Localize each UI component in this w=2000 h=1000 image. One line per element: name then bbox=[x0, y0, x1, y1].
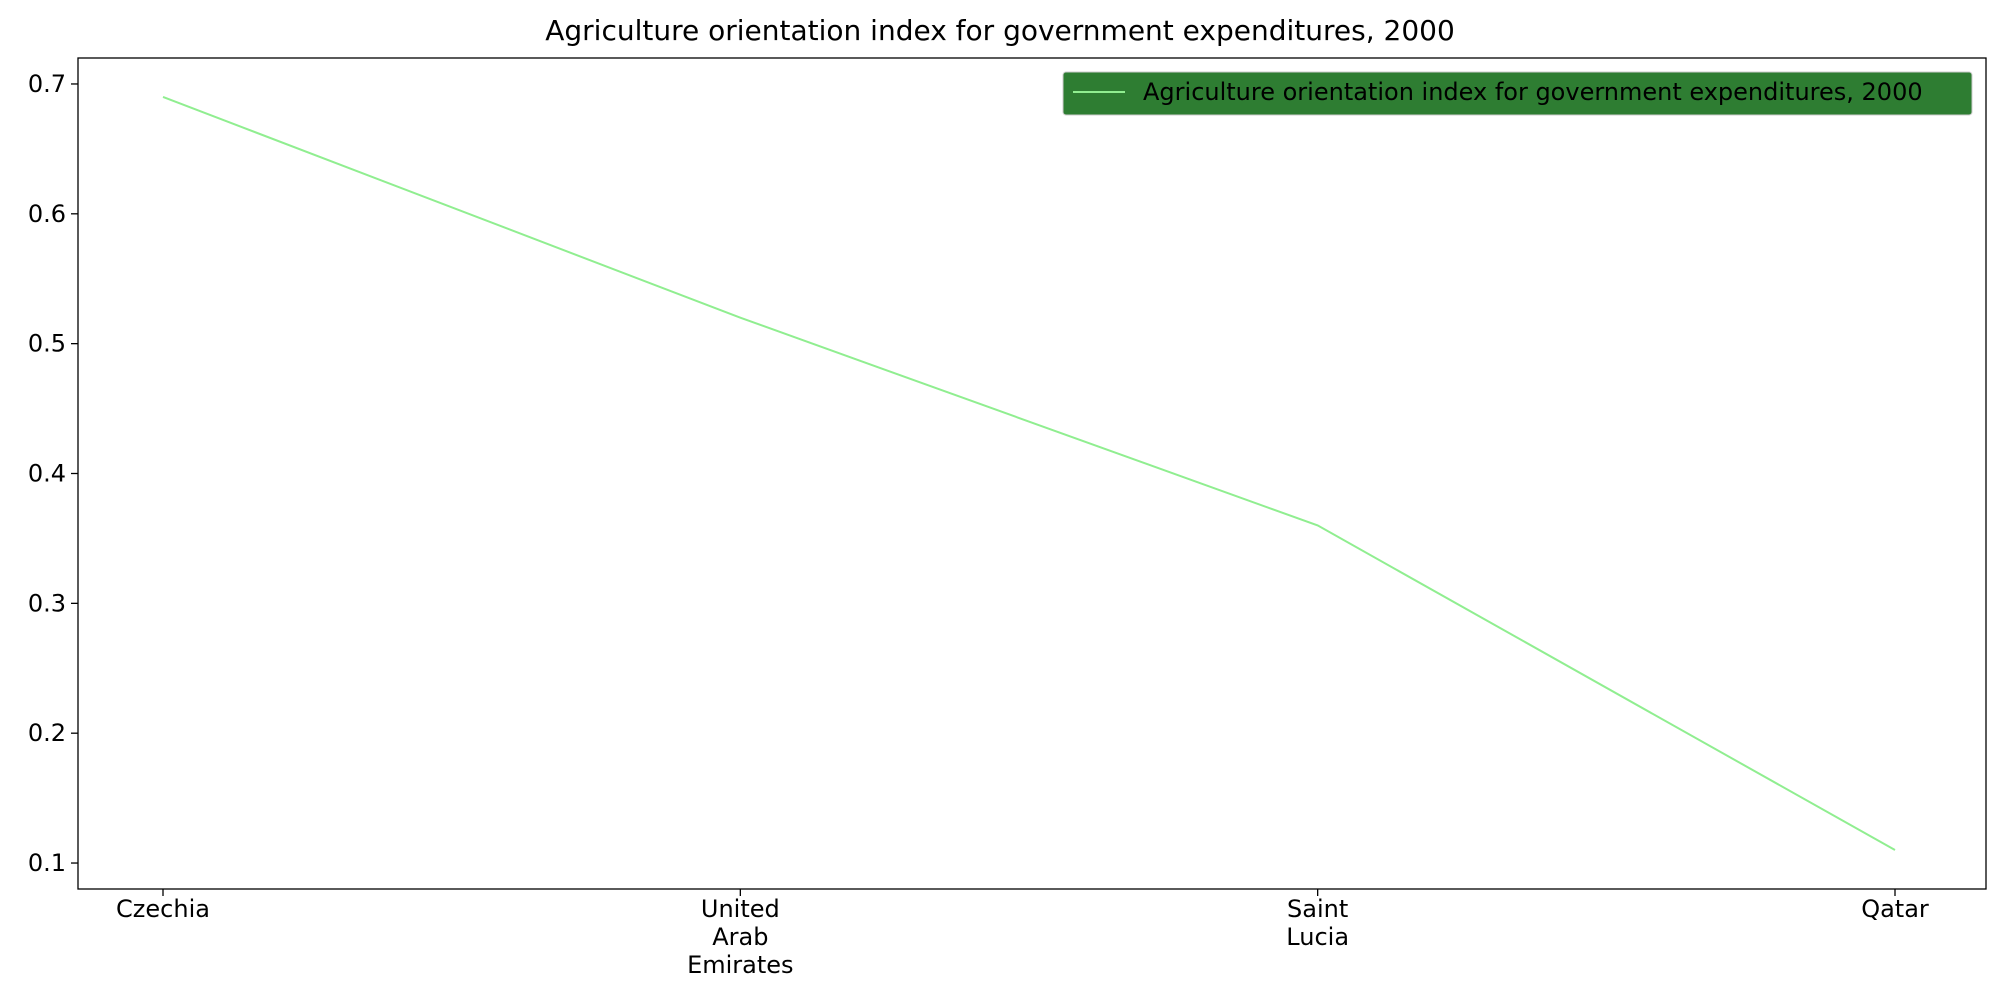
series-layer bbox=[162, 96, 1896, 851]
x-tick-label: Czechia bbox=[116, 895, 210, 923]
x-tick-label-line: Lucia bbox=[1286, 923, 1349, 951]
x-axis: Czechia United Arab Emirates Saint Lucia Qatar bbox=[116, 889, 1929, 979]
y-tick-label: 0.2 bbox=[28, 719, 66, 747]
legend-entry-label: Agriculture orientation index for govern… bbox=[1143, 78, 1923, 106]
y-tick-label: 0.4 bbox=[28, 460, 66, 488]
x-tick-label-line: Arab bbox=[712, 923, 768, 951]
y-tick-label: 0.1 bbox=[28, 849, 66, 877]
x-tick-label: Qatar bbox=[1861, 895, 1929, 923]
y-tick-label: 0.5 bbox=[28, 330, 66, 358]
y-tick-label: 0.7 bbox=[28, 70, 66, 98]
y-tick-label: 0.6 bbox=[28, 200, 66, 228]
chart-title: Agriculture orientation index for govern… bbox=[545, 14, 1455, 47]
x-tick-label-line: Emirates bbox=[687, 951, 793, 979]
y-axis: 0.1 0.2 0.3 0.4 0.5 0.6 0.7 bbox=[28, 70, 78, 877]
x-tick-label-line: Qatar bbox=[1861, 895, 1929, 923]
plot-area bbox=[77, 57, 1987, 890]
legend-box bbox=[1062, 71, 1973, 116]
y-tick-label: 0.3 bbox=[28, 589, 66, 617]
x-tick-label-line: Saint bbox=[1287, 895, 1348, 923]
x-tick-label-line: United bbox=[701, 895, 780, 923]
x-tick-label: United Arab Emirates bbox=[687, 895, 793, 979]
legend: Agriculture orientation index for govern… bbox=[1062, 71, 1973, 116]
x-tick-label: Saint Lucia bbox=[1286, 895, 1349, 951]
series-line bbox=[162, 96, 1896, 851]
x-tick-label-line: Czechia bbox=[116, 895, 210, 923]
